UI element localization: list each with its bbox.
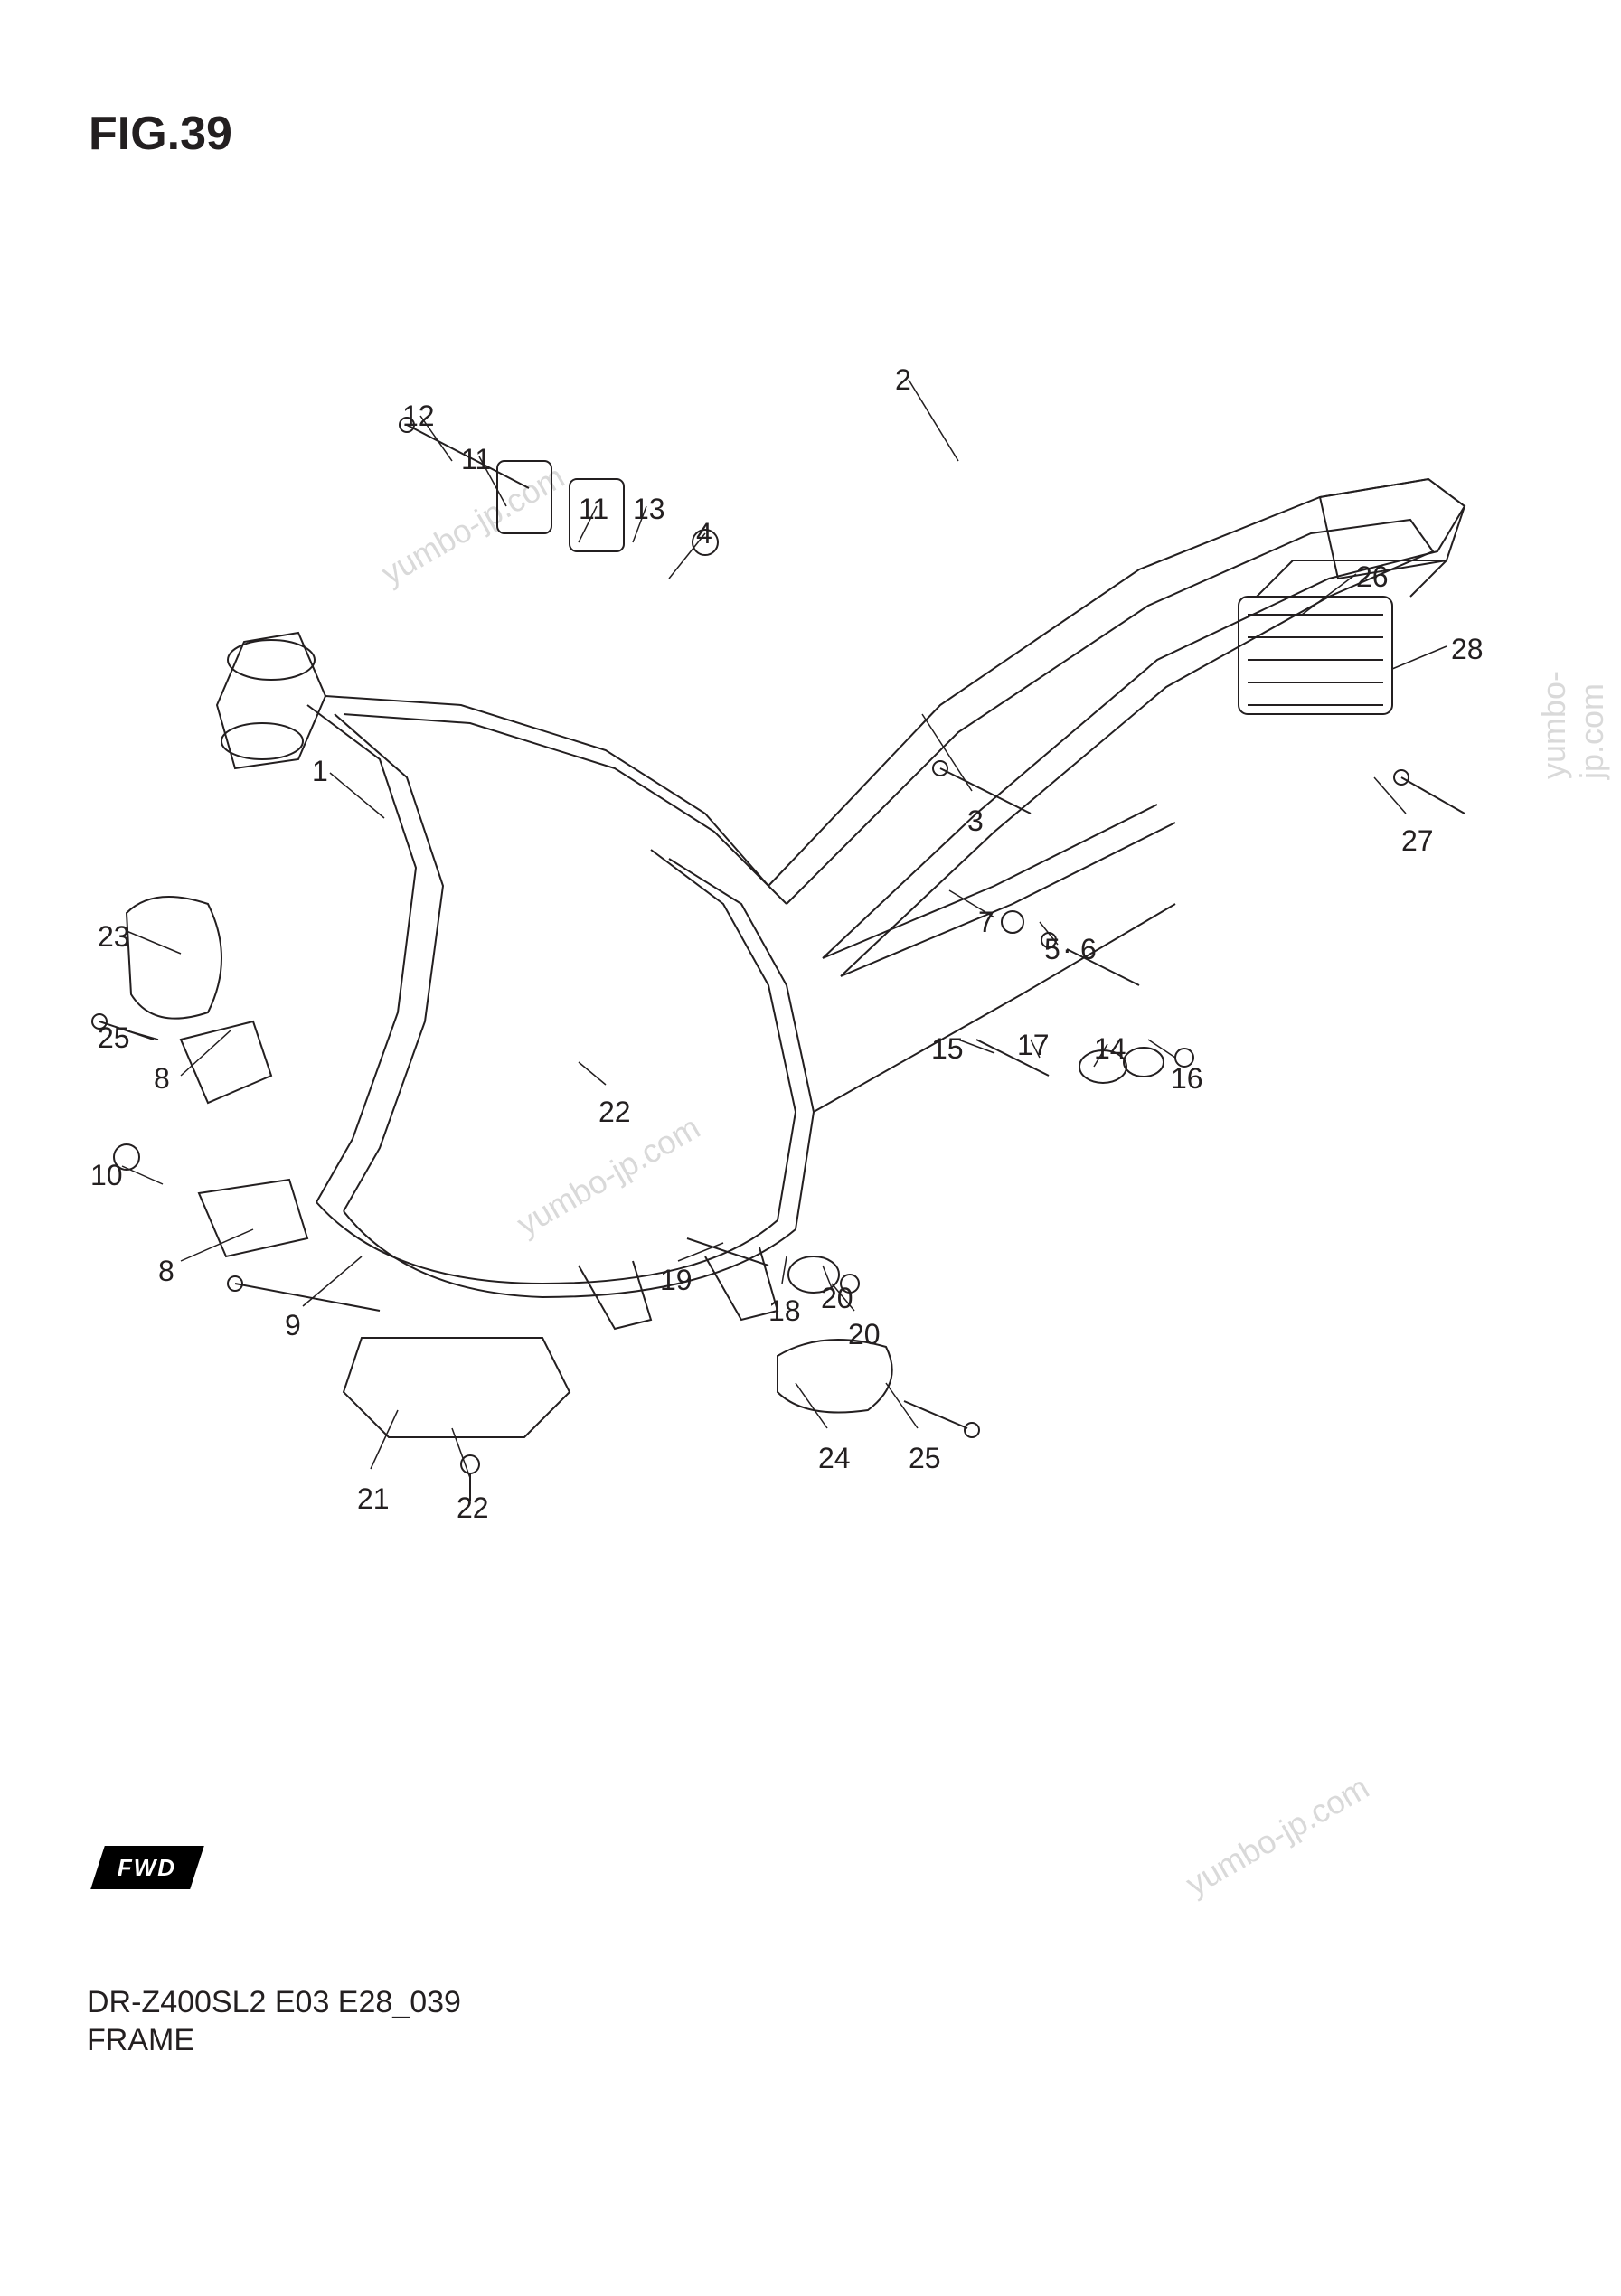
callout-6: 6 (1080, 933, 1097, 966)
leader-line (371, 1410, 398, 1469)
leader-line (922, 714, 972, 791)
callout-13: 13 (633, 493, 665, 526)
callout-2: 2 (895, 363, 911, 397)
leader-line (886, 1383, 918, 1428)
leader-line (1374, 777, 1406, 814)
leader-line (796, 1383, 827, 1428)
callout-20: 20 (821, 1282, 853, 1315)
callout-26: 26 (1356, 560, 1389, 594)
callout-14: 14 (1094, 1032, 1126, 1066)
leader-line (127, 931, 181, 954)
leader-line (330, 773, 384, 818)
callout-21: 21 (357, 1482, 390, 1516)
callout-22: 22 (457, 1491, 489, 1525)
leader-line (127, 1030, 158, 1040)
leader-line (909, 380, 958, 461)
callout-23: 23 (98, 920, 130, 954)
callout-4: 4 (696, 517, 712, 550)
callout-16: 16 (1171, 1062, 1203, 1096)
callout-17: 17 (1017, 1029, 1050, 1062)
callout-9: 9 (285, 1309, 301, 1342)
callout-22: 22 (598, 1096, 631, 1129)
callout-11: 11 (461, 443, 491, 476)
callout-5: 5 (1044, 933, 1060, 966)
callout-12: 12 (402, 400, 435, 433)
fwd-label: FWD (118, 1854, 176, 1882)
callout-8: 8 (154, 1062, 170, 1096)
leader-line (579, 1062, 606, 1085)
callout-8: 8 (158, 1255, 174, 1288)
leader-line (181, 1030, 231, 1076)
callout-20: 20 (848, 1318, 881, 1351)
callout-25: 25 (98, 1021, 130, 1055)
callout-separator: · (1062, 933, 1072, 966)
callout-19: 19 (660, 1264, 693, 1297)
callout-27: 27 (1401, 824, 1434, 858)
callout-18: 18 (768, 1294, 801, 1328)
leader-line (782, 1256, 787, 1284)
callout-7: 7 (978, 906, 994, 939)
leader-line (678, 1243, 723, 1261)
callout-28: 28 (1451, 633, 1484, 666)
callout-10: 10 (90, 1159, 123, 1192)
callout-25: 25 (909, 1442, 941, 1475)
callout-11: 11 (579, 493, 608, 526)
leader-line (122, 1166, 163, 1184)
model-code: DR-Z400SL2 E03 E28_039 (87, 1985, 461, 2020)
fwd-badge: FWD (90, 1846, 204, 1889)
leader-line (1392, 646, 1447, 669)
leader-line (1302, 574, 1356, 615)
callout-3: 3 (967, 805, 984, 838)
leader-line (1148, 1040, 1175, 1058)
leader-line (181, 1229, 253, 1261)
leader-line (303, 1256, 362, 1306)
diagram-name: FRAME (87, 2023, 194, 2058)
callout-24: 24 (818, 1442, 851, 1475)
callout-15: 15 (931, 1032, 964, 1066)
leader-line (452, 1428, 470, 1478)
leader-lines (0, 0, 1621, 2296)
leader-line (958, 1040, 994, 1053)
callout-1: 1 (312, 755, 328, 788)
